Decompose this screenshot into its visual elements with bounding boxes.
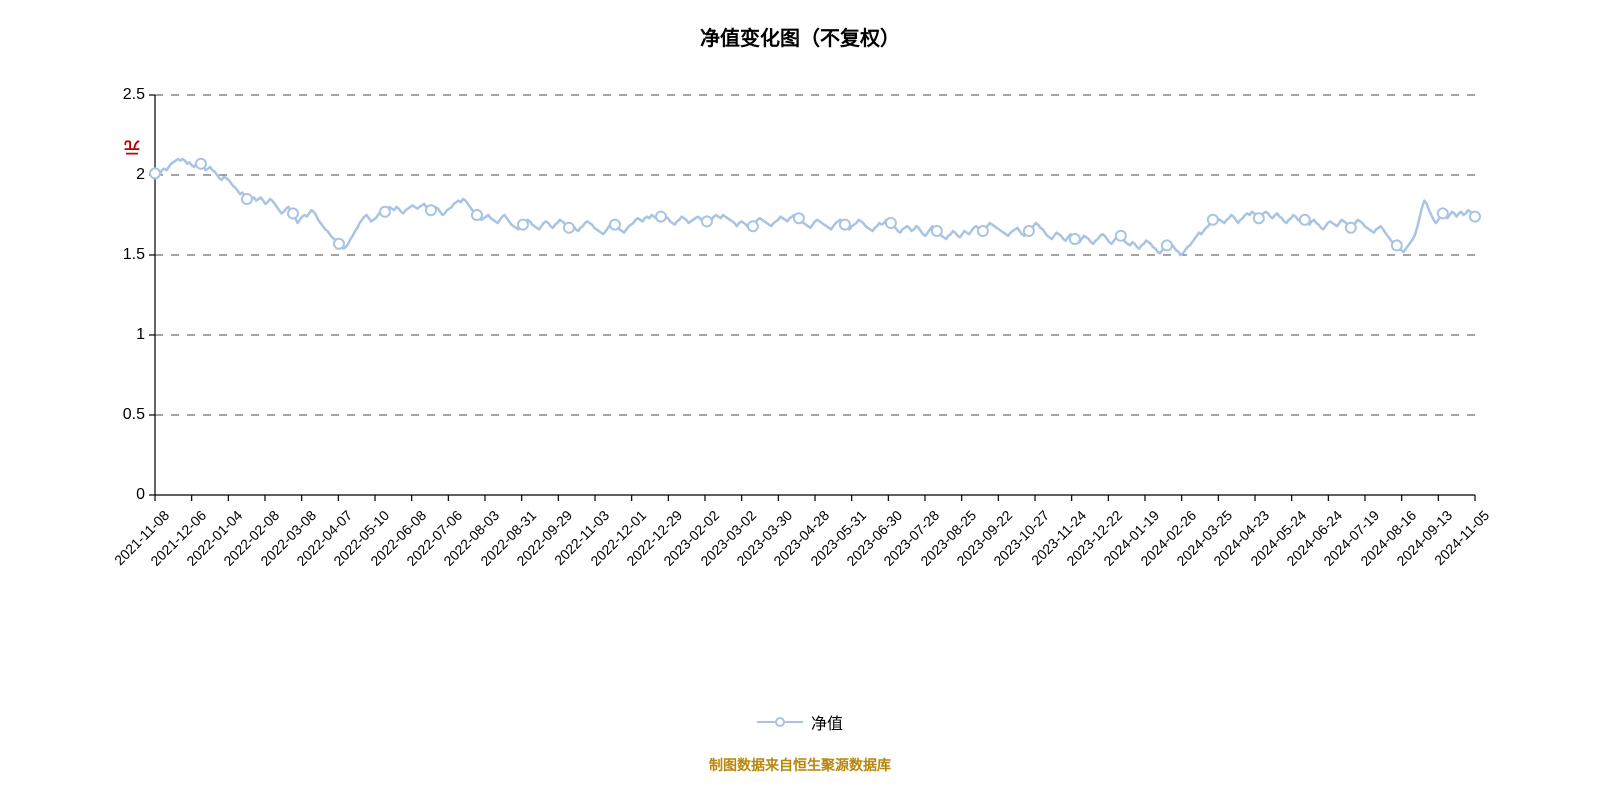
y-tick-label: 2.5 [105,86,145,104]
legend-line-icon [757,721,803,724]
chart-footer: 制图数据来自恒生聚源数据库 [0,755,1600,775]
y-tick-label: 0 [105,486,145,504]
legend-marker-icon [775,717,785,727]
y-tick-label: 2 [105,166,145,184]
chart-title: 净值变化图（不复权） [0,22,1600,51]
plot-area [145,85,1485,505]
y-axis-unit: 元 [123,140,147,156]
y-tick-label: 0.5 [105,406,145,424]
y-tick-label: 1 [105,326,145,344]
legend-series-label: 净值 [811,710,843,734]
y-tick-label: 1.5 [105,246,145,264]
nav-chart: 净值变化图（不复权） 元 00.511.522.5 2021-11-082021… [0,0,1600,800]
chart-legend: 净值 [0,710,1600,734]
